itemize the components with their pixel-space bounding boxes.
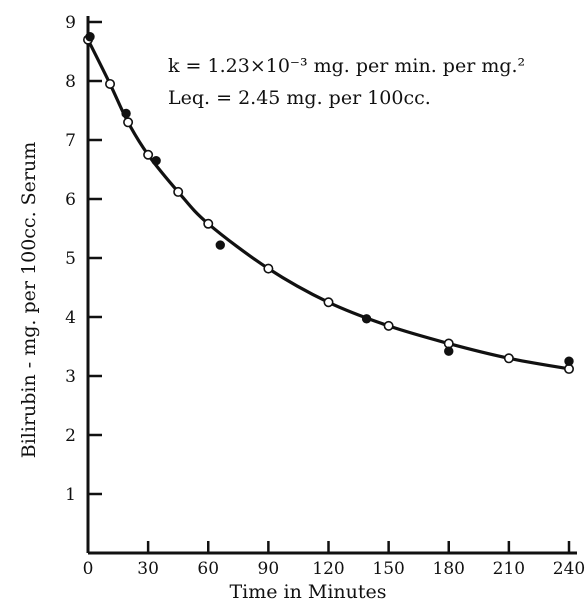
data-points-layer [83, 32, 574, 374]
y-tick-label: 6 [65, 190, 76, 210]
filled-dot-point [444, 346, 454, 356]
open-circle-point [263, 263, 274, 274]
open-circle-point [105, 78, 116, 89]
open-circle-point [503, 353, 514, 364]
y-tick-label: 2 [65, 426, 76, 446]
y-tick-label: 5 [65, 249, 76, 269]
filled-dot-point [85, 32, 95, 42]
filled-dot-point [151, 155, 161, 166]
y-tick-label: 3 [65, 367, 76, 387]
y-tick-label: 8 [65, 72, 76, 92]
x-tick-label: 150 [372, 559, 404, 579]
x-tick-label: 90 [258, 559, 280, 579]
x-tick-label: 0 [83, 559, 94, 579]
open-circle-point [173, 186, 184, 197]
x-tick-label: 240 [553, 559, 585, 579]
filled-dot-point [215, 240, 225, 250]
x-tick-label: 180 [433, 559, 465, 579]
y-tick-label: 7 [65, 131, 76, 151]
y-tick-label: 1 [65, 485, 76, 505]
filled-dot-point [361, 314, 372, 324]
x-axis-title: Time in Minutes [229, 581, 386, 603]
open-circle-point [383, 320, 394, 331]
y-tick-label: 4 [65, 308, 76, 328]
x-tick-label: 120 [312, 559, 344, 579]
open-circle-point [203, 218, 214, 229]
open-circle-point [123, 117, 134, 128]
open-circle-point [443, 338, 454, 349]
x-tick-label: 60 [197, 559, 219, 579]
open-circle-point [323, 297, 334, 308]
filled-dot-point [121, 108, 131, 119]
y-tick-label: 9 [65, 13, 76, 33]
text-layer: Time in Minutes Bilirubin - mg. per 100c… [18, 55, 525, 603]
filled-dot-point [564, 356, 574, 366]
open-circle-point [563, 363, 574, 374]
y-axis-title: Bilirubin - mg. per 100cc. Serum [18, 142, 40, 459]
open-circle-point [143, 149, 154, 160]
equilibrium-level-annotation: Leq. = 2.45 mg. per 100cc. [168, 87, 431, 109]
x-tick-label: 30 [137, 559, 159, 579]
rate-constant-annotation: k = 1.23×10⁻³ mg. per min. per mg.² [168, 55, 525, 77]
x-tick-label: 210 [493, 559, 525, 579]
